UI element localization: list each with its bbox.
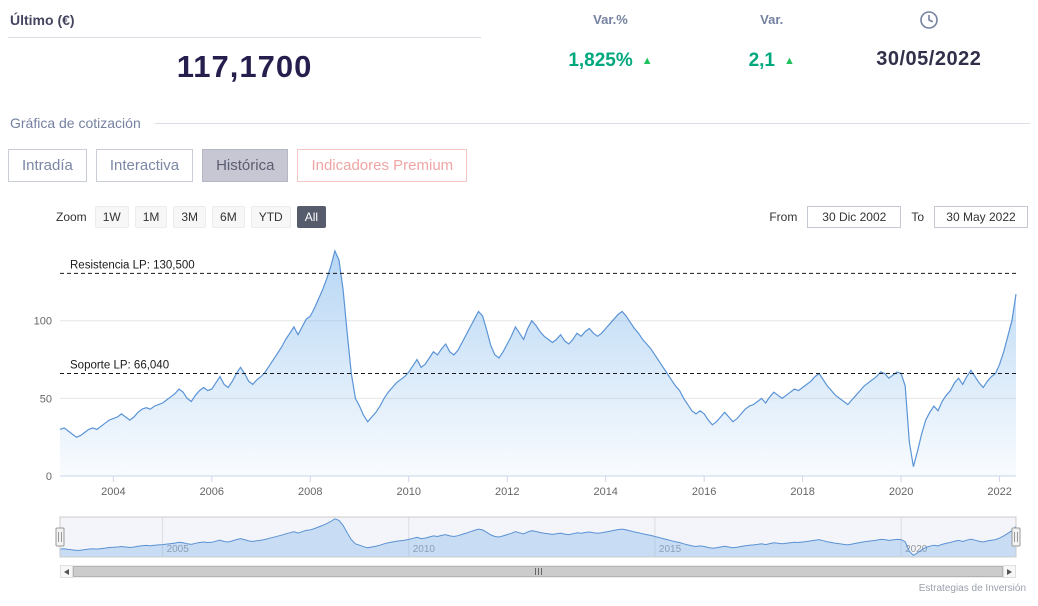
var-abs-value: 2,1 [748,50,775,71]
svg-text:2016: 2016 [692,486,716,498]
price-area-chart[interactable]: 0 50 100 2004 2006 2008 2010 2012 2014 2016 2018 20… [10,236,1030,507]
var-abs-block: Var. 2,1 ▲ [708,8,836,72]
thumb-grip-icon [540,568,542,575]
quote-date: 30/05/2022 [876,48,982,70]
var-pct-value: 1,825% [568,50,633,71]
last-price-block: Último (€) 117,1700 [8,8,482,85]
var-pct-block: Var.% 1,825% ▲ [527,8,694,72]
svg-text:2008: 2008 [298,486,322,498]
tab-interactiva[interactable]: Interactiva [95,149,194,182]
quote-header: Último (€) 117,1700 Var.% 1,825% ▲ Var. … [8,8,1030,85]
svg-text:Soporte LP: 66,040: Soporte LP: 66,040 [70,359,169,371]
tab-intradia[interactable]: Intradía [8,149,87,182]
range-button-1m[interactable]: 1M [134,206,168,228]
date-block: 30/05/2022 [836,8,1022,71]
svg-text:2005: 2005 [167,544,190,555]
to-label: To [911,210,924,224]
from-date-input[interactable] [807,206,902,228]
range-button-ytd[interactable]: YTD [250,206,291,228]
svg-text:2014: 2014 [593,486,617,498]
section-divider [154,122,1030,124]
range-button-1w[interactable]: 1W [94,206,129,228]
svg-text:2022: 2022 [987,486,1011,498]
section-title: Gráfica de cotización [10,115,141,131]
scrollbar-track[interactable] [73,565,1003,578]
svg-text:2020: 2020 [905,544,928,555]
zoom-label: Zoom [56,210,87,224]
to-date-input[interactable] [934,206,1028,228]
right-arrow-icon [1007,568,1012,575]
svg-text:2018: 2018 [790,486,814,498]
last-price-value: 117,1700 [176,49,313,84]
svg-text:2006: 2006 [200,486,224,498]
svg-text:2004: 2004 [101,486,125,498]
chart-toolbar: Zoom 1W 1M 3M 6M YTD All From To [10,206,1030,228]
tab-indicadores-premium[interactable]: Indicadores Premium [297,149,468,182]
var-pct-label: Var.% [593,12,628,27]
watermark: Estrategias de Inversión [918,583,1026,594]
scroll-right-button[interactable] [1003,565,1016,578]
up-triangle-icon: ▲ [641,54,653,67]
thumb-grip-icon [537,568,539,575]
stock-chart-panel: Zoom 1W 1M 3M 6M YTD All From To 0 50 100 2… [8,206,1030,594]
chart-tabs: Intradía Interactiva Histórica Indicador… [8,149,1030,182]
tab-historica[interactable]: Histórica [202,149,289,182]
up-triangle-icon: ▲ [784,54,795,67]
range-button-all[interactable]: All [296,206,327,228]
svg-text:0: 0 [46,471,52,483]
thumb-grip-icon [534,568,536,575]
left-arrow-icon [64,568,69,575]
from-label: From [769,210,798,224]
svg-text:2012: 2012 [495,486,519,498]
range-button-6m[interactable]: 6M [212,206,245,228]
svg-text:100: 100 [34,316,52,328]
svg-text:2020: 2020 [889,486,913,498]
last-price-label: Último (€) [8,8,482,38]
svg-text:2010: 2010 [413,544,436,555]
section-header: Gráfica de cotización [8,115,1030,131]
range-button-3m[interactable]: 3M [173,206,207,228]
scroll-left-button[interactable] [60,565,73,578]
svg-text:2015: 2015 [659,544,682,555]
var-abs-label: Var. [760,12,784,27]
chart-scrollbar[interactable] [60,565,1016,578]
svg-text:Resistencia LP: 130,500: Resistencia LP: 130,500 [70,259,195,271]
svg-text:50: 50 [40,393,52,405]
scrollbar-thumb[interactable] [73,566,1003,577]
clock-icon [836,8,1022,32]
svg-text:2010: 2010 [397,486,421,498]
chart-navigator[interactable]: 2005 2010 2015 2020 [10,515,1030,564]
